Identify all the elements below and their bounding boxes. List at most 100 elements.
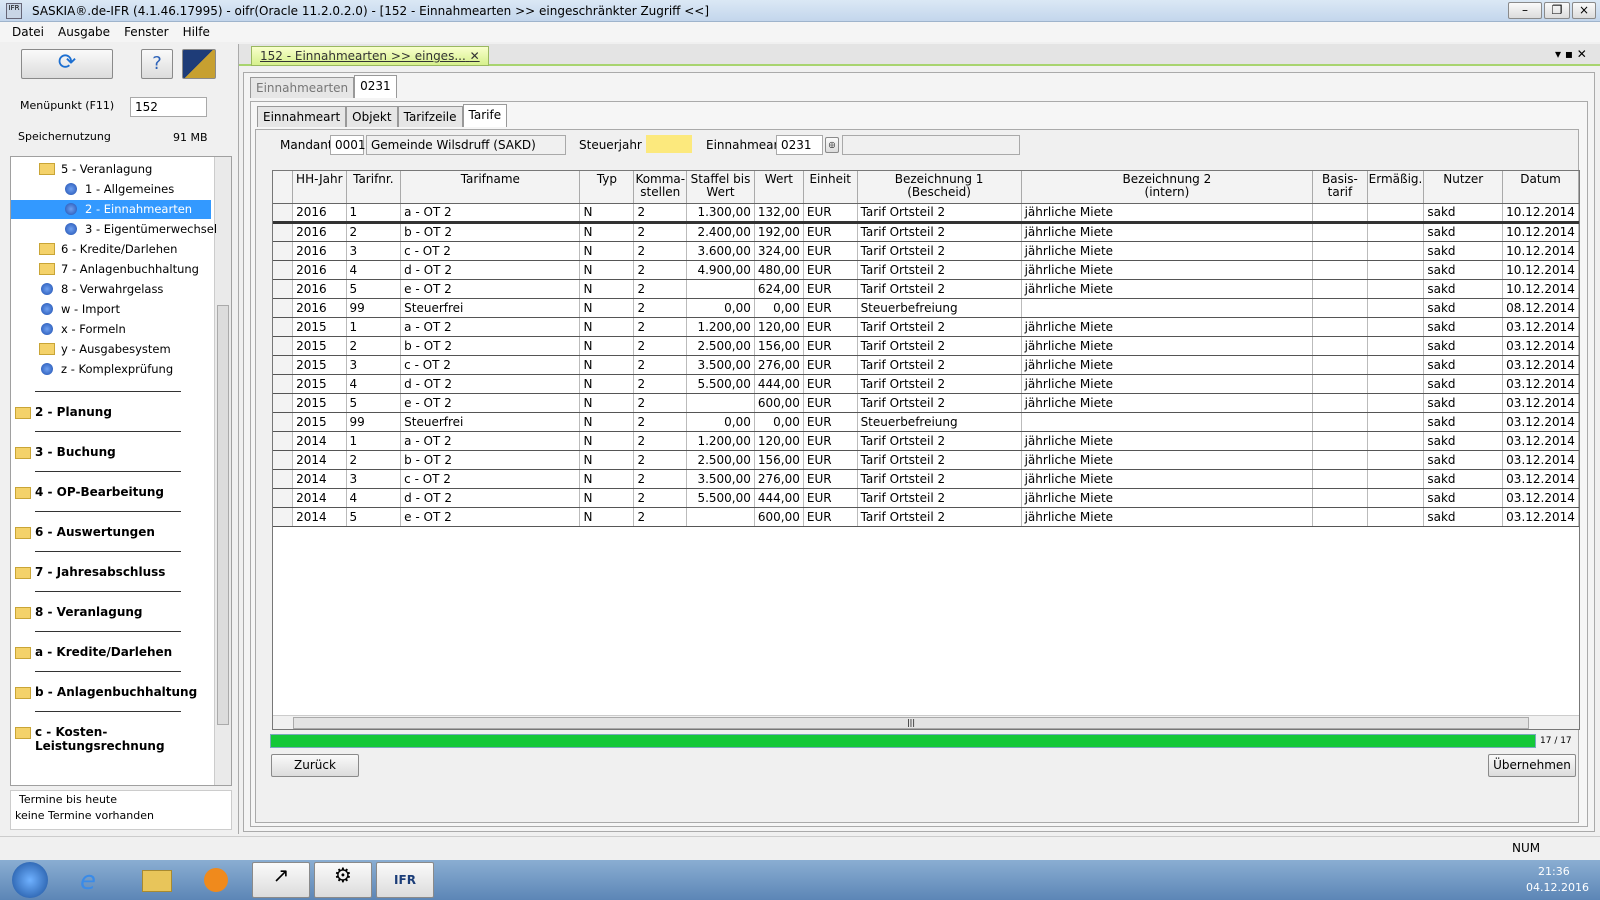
table-row[interactable]: 2016 3 c - OT 2 N 2 3.600,00 324,00 EUR Tarif Or… — [273, 241, 1579, 261]
explorer-icon[interactable] — [142, 870, 172, 892]
tree-item[interactable]: 5 - Veranlagung — [61, 162, 153, 176]
tree-item[interactable]: 7 - Anlagenbuchhaltung — [61, 262, 199, 276]
menupunkt-input[interactable]: 152 — [130, 97, 207, 117]
close-window-button[interactable]: × — [1572, 2, 1596, 19]
table-cell: N — [579, 336, 635, 356]
progress-label: 17 / 17 — [1540, 736, 1572, 746]
table-row[interactable]: 2014 1 a - OT 2 N 2 1.200,00 120,00 EUR Tarif Or… — [273, 431, 1579, 451]
tab[interactable]: Tarifzeile — [397, 106, 463, 127]
horizontal-scrollbar[interactable]: ||| — [273, 715, 1579, 729]
column-header[interactable]: Bezeichnung 2 (intern) — [1021, 171, 1314, 204]
task-app-2[interactable]: ⚙ — [314, 862, 372, 898]
tree-item[interactable]: 8 - Verwahrgelass — [61, 282, 164, 296]
menu-item[interactable]: Hilfe — [182, 25, 210, 39]
media-icon[interactable] — [204, 868, 228, 892]
table-cell: sakd — [1423, 412, 1504, 432]
scroll-thumb[interactable] — [217, 305, 229, 725]
tree-group[interactable]: 7 - Jahresabschluss — [35, 565, 166, 579]
table-cell — [1367, 336, 1425, 356]
task-app-1[interactable]: ↗ — [252, 862, 310, 898]
restore-button[interactable]: ❐ — [1544, 2, 1570, 19]
tab[interactable]: Objekt — [346, 106, 398, 127]
table-row[interactable]: 2015 3 c - OT 2 N 2 3.500,00 276,00 EUR Tarif Or… — [273, 355, 1579, 375]
column-header[interactable]: Einheit — [803, 171, 858, 204]
folder-icon — [39, 263, 55, 275]
tab[interactable]: Einnahmeart — [257, 106, 347, 127]
minimize-button[interactable]: – — [1508, 2, 1542, 19]
table-cell: EUR — [803, 279, 858, 299]
tree-item[interactable]: z - Komplexprüfung — [61, 362, 174, 376]
tree-item[interactable]: 6 - Kredite/Darlehen — [61, 242, 178, 256]
column-header[interactable]: HH-Jahr — [292, 171, 347, 204]
table-cell: sakd — [1423, 241, 1504, 261]
tree-item[interactable]: 3 - Eigentümerwechsel — [85, 222, 218, 236]
column-header[interactable]: Bezeichnung 1 (Bescheid) — [857, 171, 1022, 204]
table-cell: 4 — [346, 374, 402, 394]
tree-item[interactable]: 2 - Einnahmearten — [85, 202, 193, 216]
menu-item[interactable]: Ausgabe — [58, 25, 111, 39]
einnahmeart-input[interactable]: 0231 — [776, 135, 823, 155]
mandant-code[interactable]: 0001 — [330, 135, 366, 155]
table-row[interactable]: 2015 2 b - OT 2 N 2 2.500,00 156,00 EUR Tarif Or… — [273, 336, 1579, 356]
lookup-button[interactable]: ◎ — [825, 137, 839, 153]
apply-button[interactable]: Übernehmen — [1488, 754, 1576, 777]
h-scroll-thumb[interactable]: ||| — [293, 717, 1529, 729]
column-header[interactable]: Tarifnr. — [346, 171, 402, 204]
tree-group[interactable]: 2 - Planung — [35, 405, 112, 419]
tree-item[interactable]: x - Formeln — [61, 322, 126, 336]
column-header[interactable]: Basis- tarif — [1312, 171, 1368, 204]
ie-icon[interactable]: e — [80, 866, 96, 896]
table-row[interactable]: 2016 5 e - OT 2 N 2 624,00 EUR Tarif Ortsteil 2… — [273, 279, 1579, 299]
table-row[interactable]: 2014 2 b - OT 2 N 2 2.500,00 156,00 EUR Tarif Or… — [273, 450, 1579, 470]
tree-group[interactable]: 8 - Veranlagung — [35, 605, 143, 619]
task-ifr[interactable]: IFR — [376, 862, 434, 898]
column-header[interactable]: Wert — [754, 171, 804, 204]
tree-group[interactable]: b - Anlagenbuchhaltung — [35, 685, 198, 699]
menu-item[interactable]: Datei — [12, 25, 45, 39]
back-button[interactable]: Zurück — [271, 754, 359, 777]
menu-item[interactable]: Fenster — [124, 25, 169, 39]
tab[interactable]: 0231 — [354, 75, 397, 98]
outer-tab-page: Einnahmeart Objekt Tarifzeile Tarife Mandan… — [250, 101, 1588, 827]
table-row[interactable]: 2015 4 d - OT 2 N 2 5.500,00 444,00 EUR Tarif Or… — [273, 374, 1579, 394]
start-button[interactable] — [12, 862, 48, 898]
column-header[interactable]: Komma- stellen — [633, 171, 688, 204]
column-header[interactable]: Typ — [579, 171, 635, 204]
tree-group[interactable]: 3 - Buchung — [35, 445, 116, 459]
column-header[interactable]: Datum — [1502, 171, 1579, 204]
help-button[interactable]: ? — [141, 49, 173, 79]
column-header[interactable]: Nutzer — [1423, 171, 1504, 204]
column-header[interactable]: Tarifname — [400, 171, 581, 204]
tab[interactable]: Einnahmearten — [250, 77, 355, 98]
table-cell: EUR — [803, 203, 858, 223]
table-row[interactable]: 2014 3 c - OT 2 N 2 3.500,00 276,00 EUR Tarif Or… — [273, 469, 1579, 489]
folder-icon — [15, 607, 31, 619]
table-cell: 5.500,00 — [686, 374, 755, 394]
tree-item[interactable]: 1 - Allgemeines — [85, 182, 175, 196]
table-row[interactable]: 2016 4 d - OT 2 N 2 4.900,00 480,00 EUR Tarif Or… — [273, 260, 1579, 280]
tree-group[interactable]: a - Kredite/Darlehen — [35, 645, 173, 659]
tree-scrollbar[interactable] — [214, 157, 231, 785]
tab[interactable]: Tarife — [462, 104, 508, 127]
chart-button[interactable] — [182, 49, 216, 79]
table-row[interactable]: 2016 1 a - OT 2 N 2 1.300,00 132,00 EUR Tarif Or… — [273, 203, 1579, 223]
column-header[interactable]: Ermäßig. — [1367, 171, 1425, 204]
table-row[interactable]: 2016 99 Steuerfrei N 2 0,00 0,00 EUR Steuerbefre… — [273, 298, 1579, 318]
document-tab[interactable]: 152 - Einnahmearten >> einges... ✕ — [251, 46, 489, 66]
tree-item[interactable]: y - Ausgabesystem — [61, 342, 171, 356]
tree-group[interactable]: 4 - OP-Bearbeitung — [35, 485, 165, 499]
tree-item[interactable]: w - Import — [61, 302, 121, 316]
table-row[interactable]: 2014 5 e - OT 2 N 2 600,00 EUR Tarif Ortsteil 2… — [273, 507, 1579, 527]
steuerjahr-input[interactable] — [646, 135, 692, 153]
tree-group[interactable]: c - Kosten- Leistungsrechnung — [35, 725, 165, 753]
table-row[interactable]: 2015 5 e - OT 2 N 2 600,00 EUR Tarif Ortsteil 2… — [273, 393, 1579, 413]
tab-controls[interactable]: ▾ ▪ ✕ — [1555, 47, 1587, 61]
table-row[interactable]: 2015 1 a - OT 2 N 2 1.200,00 120,00 EUR Tarif Or… — [273, 317, 1579, 337]
table-row[interactable]: 2014 4 d - OT 2 N 2 5.500,00 444,00 EUR Tarif Or… — [273, 488, 1579, 508]
refresh-button[interactable]: ⟳ — [21, 49, 113, 79]
column-header[interactable]: Staffel bis Wert — [686, 171, 755, 204]
table-row[interactable]: 2016 2 b - OT 2 N 2 2.400,00 192,00 EUR Tarif Or… — [273, 222, 1579, 242]
table-cell — [1367, 222, 1425, 242]
tree-group[interactable]: 6 - Auswertungen — [35, 525, 155, 539]
table-row[interactable]: 2015 99 Steuerfrei N 2 0,00 0,00 EUR Steuerbefre… — [273, 412, 1579, 432]
